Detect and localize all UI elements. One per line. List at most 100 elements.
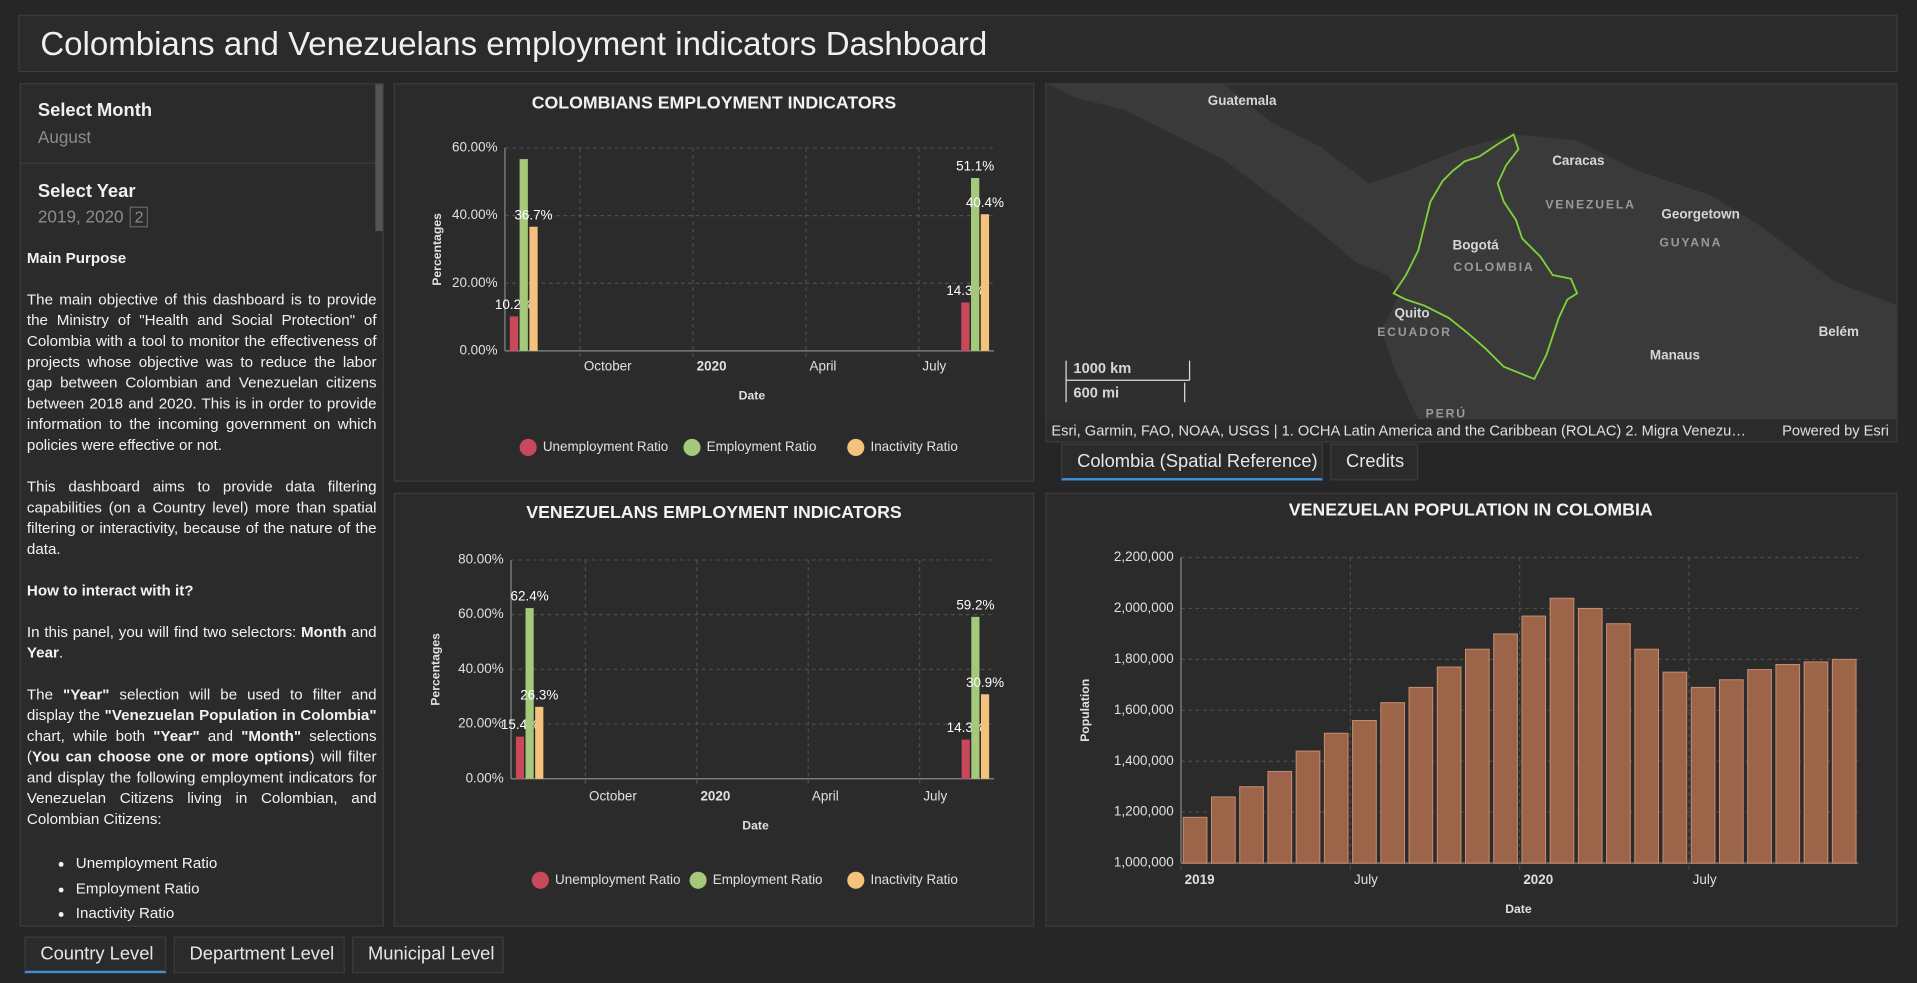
y-tick-label: 1,600,000 [1114, 702, 1174, 717]
bar [961, 302, 970, 351]
x-tick-label: 2019 [1185, 872, 1215, 887]
map-label: Manaus [1650, 347, 1700, 362]
tab[interactable]: Colombia (Spatial Reference) [1061, 443, 1323, 481]
bar [535, 706, 544, 779]
y-axis-title: Population [1078, 679, 1092, 742]
month-selector[interactable]: Select Month August [20, 84, 376, 164]
colombia-outline [1392, 133, 1579, 381]
legend-marker [847, 438, 865, 457]
map-label: GUYANA [1659, 236, 1722, 250]
y-axis-title: Percentages [429, 633, 443, 706]
bar [1464, 648, 1490, 864]
y-tick-label: 0.00% [466, 770, 504, 785]
x-tick-label: July [1693, 872, 1717, 887]
bar [1662, 671, 1688, 864]
count-badge: 2 [129, 206, 149, 228]
value-label: 26.3% [520, 687, 558, 702]
bold-run: Main Purpose [26, 249, 127, 267]
legend-marker [683, 438, 701, 457]
bar [1239, 786, 1264, 864]
bold-run: "Month" [241, 727, 302, 745]
x-tick-label: April [812, 789, 839, 804]
bar [1690, 686, 1716, 864]
chart-panel [393, 83, 1035, 482]
bar [1182, 816, 1208, 864]
paragraph: Main Purpose [27, 248, 377, 269]
map-label: Guatemala [1208, 93, 1277, 108]
text-run: The main objective of this dashboard is … [26, 290, 377, 454]
bar [1606, 623, 1631, 864]
value-label: 59.2% [956, 597, 994, 612]
text-run: This dashboard aims to provide data filt… [26, 478, 377, 558]
year-selector[interactable]: Select Year 2019, 2020 2 [21, 165, 376, 238]
bar [525, 608, 534, 779]
tab[interactable]: Credits [1330, 443, 1419, 481]
paragraph: In this panel, you will find two selecto… [27, 622, 377, 664]
y-tick-label: 1,200,000 [1114, 804, 1174, 819]
bar [1549, 597, 1575, 864]
tab[interactable]: Department Level [173, 936, 345, 974]
text-run: In this panel, you will find two selecto… [26, 623, 302, 641]
value-label: 51.1% [956, 159, 994, 174]
y-axis-title: Percentages [430, 213, 444, 286]
bold-run: Year [26, 644, 59, 662]
scrollbar[interactable] [375, 84, 383, 232]
bar [519, 159, 528, 351]
map-label: Bogotá [1453, 237, 1500, 252]
bar [1267, 770, 1293, 864]
bar [1380, 702, 1406, 864]
value-label: 30.9% [966, 675, 1004, 690]
dashboard-title: Colombians and Venezuelans employment in… [40, 25, 988, 63]
bar [1521, 615, 1547, 864]
x-tick-label: July [1354, 872, 1378, 887]
map-attribution-bar [1046, 419, 1897, 442]
y-tick-label: 60.00% [452, 139, 498, 154]
map-label: VENEZUELA [1545, 198, 1636, 212]
text-run: and [346, 623, 377, 641]
y-tick-label: 2,200,000 [1114, 549, 1174, 564]
y-tick-label: 1,800,000 [1114, 651, 1174, 666]
map-label: Georgetown [1661, 207, 1739, 222]
x-tick-label: July [923, 789, 947, 804]
legend-label: Inactivity Ratio [870, 872, 957, 887]
y-tick-label: 1,400,000 [1114, 753, 1174, 768]
tab[interactable]: Municipal Level [352, 936, 504, 974]
text-run: selection will be used to filter and dis… [26, 685, 377, 724]
map-scale-label: 1000 km [1073, 361, 1131, 377]
selector-label: Select Month [37, 100, 153, 122]
bold-run: "Year" [153, 727, 200, 745]
text-run: and [199, 727, 242, 745]
paragraph: This dashboard aims to provide data filt… [27, 477, 377, 560]
selector-value-text: 2019, 2020 [37, 206, 124, 227]
x-tick-label: 2020 [697, 358, 727, 373]
bold-run: Month [301, 623, 347, 641]
legend-label: Inactivity Ratio [870, 439, 957, 454]
bar [1718, 679, 1744, 864]
paragraph: The "Year" selection will be used to fil… [27, 685, 377, 830]
chart-title: COLOMBIANS EMPLOYMENT INDICATORS [532, 93, 897, 113]
x-axis-title: Date [739, 388, 766, 402]
value-label: 62.4% [511, 589, 549, 604]
bar [971, 178, 980, 351]
bold-run: "Venezuelan Population in Colombia" [104, 706, 377, 724]
map-powered-by: Powered by Esri [1782, 423, 1889, 439]
bar [1323, 732, 1349, 864]
x-tick-label: 2020 [700, 789, 730, 804]
bar [1493, 633, 1518, 864]
y-tick-label: 60.00% [458, 606, 504, 621]
y-tick-label: 40.00% [458, 661, 504, 676]
bar [1634, 648, 1660, 864]
bar [961, 739, 970, 779]
y-tick-label: 40.00% [452, 207, 498, 222]
x-tick-label: October [589, 789, 637, 804]
bar [1831, 658, 1857, 864]
sidebar: Select Month August Select Year 2019, 20… [19, 83, 384, 927]
text-run: The [26, 685, 64, 703]
tab[interactable]: Country Level [24, 936, 167, 974]
x-tick-label: 2020 [1523, 872, 1553, 887]
selector-label: Select Year [37, 180, 136, 202]
